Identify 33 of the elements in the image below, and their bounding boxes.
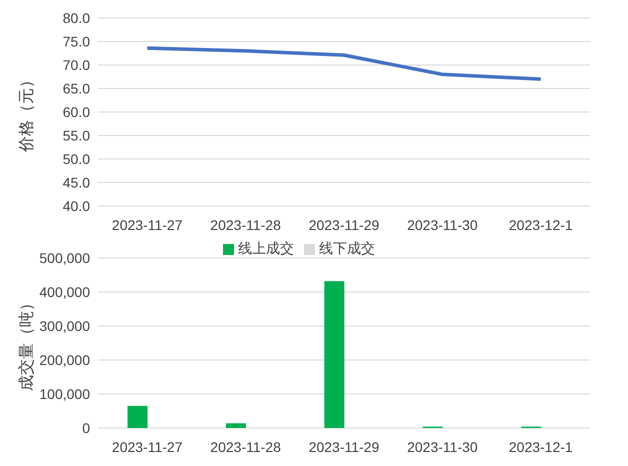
y-tick-label: 0 <box>82 420 90 436</box>
y-tick-label: 50.0 <box>62 150 90 167</box>
y-axis-title: 成交量（吨） <box>18 295 36 391</box>
x-tick-label: 2023-11-28 <box>210 438 282 455</box>
x-tick-label: 2023-11-28 <box>210 216 282 233</box>
y-tick-label: 55.0 <box>62 127 90 144</box>
legend-label: 线上成交 <box>238 240 294 256</box>
y-tick-label: 70.0 <box>62 56 90 73</box>
y-tick-label: 60.0 <box>62 104 90 120</box>
x-tick-label: 2023-11-30 <box>407 216 478 233</box>
y-tick-label: 300,000 <box>39 318 90 334</box>
y-tick-label: 200,000 <box>39 352 90 368</box>
x-tick-label: 2023-11-29 <box>308 216 380 233</box>
line-series <box>145 46 543 81</box>
x-tick-label: 2023-11-29 <box>308 438 380 455</box>
y-tick-label: 500,000 <box>39 250 90 266</box>
y-tick-label: 75.0 <box>62 33 90 50</box>
x-tick-label: 2023-12-1 <box>508 438 573 455</box>
y-tick-label: 65.0 <box>62 80 90 96</box>
bar <box>226 423 246 428</box>
y-tick-label: 100,000 <box>39 386 90 402</box>
x-tick-label: 2023-11-27 <box>112 438 183 455</box>
y-tick-label: 45.0 <box>62 174 90 190</box>
y-tick-label: 80.0 <box>62 10 90 26</box>
x-tick-label: 2023-11-30 <box>407 438 478 455</box>
legend-label: 线下成交 <box>319 240 375 256</box>
y-axis-title: 价格（元） <box>18 72 36 153</box>
x-tick-label: 2023-12-1 <box>508 216 573 233</box>
bar <box>128 406 148 428</box>
x-tick-label: 2023-11-27 <box>112 216 183 233</box>
y-tick-label: 400,000 <box>39 284 90 300</box>
y-tick-label: 40.0 <box>62 198 90 214</box>
bar <box>324 281 344 428</box>
